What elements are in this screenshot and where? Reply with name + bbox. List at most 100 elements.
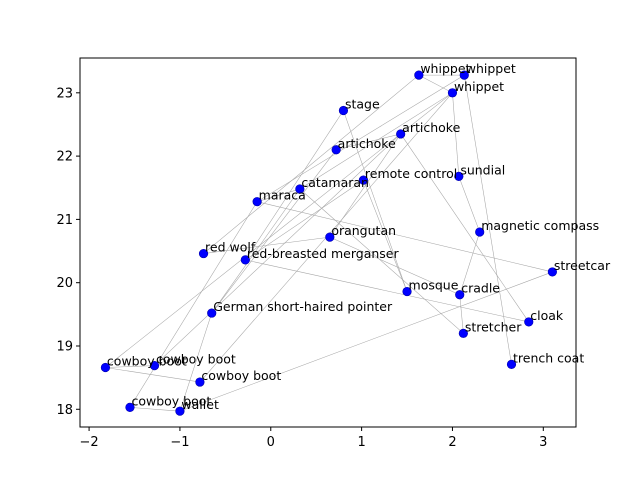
data-point	[198, 248, 209, 259]
point-label: whippet	[420, 61, 470, 76]
edge-line	[400, 133, 529, 323]
x-tick-label: 2	[448, 435, 456, 450]
point-label: mosque	[409, 278, 459, 293]
point-label: whippet	[454, 79, 504, 94]
data-point	[240, 255, 250, 265]
edge-line	[418, 74, 453, 94]
point-label: cowboy boot	[107, 354, 187, 369]
edge-line	[363, 180, 408, 292]
data-point	[547, 267, 557, 277]
edge-line	[154, 133, 401, 366]
point-label: magnetic compass	[481, 218, 599, 233]
edge-line	[329, 236, 460, 295]
data-point	[455, 290, 465, 300]
point-label: orangutan	[331, 223, 396, 238]
edge-line	[329, 133, 401, 238]
point-label: red-breasted merganser	[247, 246, 400, 261]
point-label: cowboy boot	[131, 393, 211, 408]
point-label: stretcher	[465, 319, 522, 334]
data-point	[358, 175, 369, 185]
data-point	[325, 232, 335, 242]
edge-line	[105, 365, 155, 368]
point-label: sundial	[460, 162, 505, 177]
x-tick-label: −1	[170, 435, 189, 450]
point-label: remote control	[365, 166, 457, 181]
point-label: German short-haired pointer	[213, 299, 393, 314]
x-tick-label: 1	[357, 435, 365, 450]
y-axis: 18 19 20 21 22 23	[56, 86, 80, 418]
point-label: trench coat	[513, 350, 584, 365]
edge-line	[245, 179, 364, 261]
data-point	[252, 197, 262, 207]
point-label: maraca	[259, 188, 306, 203]
edges-layer	[105, 74, 553, 412]
y-tick-label: 21	[56, 213, 73, 228]
edge-line	[459, 231, 480, 295]
data-point	[207, 308, 217, 318]
data-point	[175, 406, 185, 416]
point-label: cloak	[530, 308, 564, 323]
edge-line	[129, 407, 180, 412]
edge-line	[105, 92, 453, 368]
data-point	[396, 129, 406, 139]
point-label: catamaran	[301, 175, 369, 190]
edge-line	[245, 259, 529, 323]
x-tick-label: 3	[539, 435, 547, 450]
data-point	[458, 328, 468, 338]
data-point	[447, 88, 458, 98]
data-point	[459, 70, 469, 80]
edge-line	[452, 92, 460, 177]
data-point	[506, 359, 517, 369]
point-label: stage	[345, 97, 380, 112]
point-label: artichoke	[402, 120, 460, 135]
edge-line	[343, 110, 408, 292]
data-point	[338, 105, 349, 116]
edge-line	[105, 367, 200, 383]
edge-line	[179, 271, 553, 412]
edge-line	[459, 294, 464, 334]
edge-line	[299, 188, 464, 334]
edge-line	[458, 176, 480, 233]
edge-line	[203, 236, 330, 254]
y-tick-label: 19	[56, 339, 73, 354]
data-point	[195, 377, 205, 387]
point-labels-layer: whippetwhippetwhippetstageartichokeartic…	[107, 61, 611, 412]
x-tick-label: −2	[79, 435, 98, 450]
data-point	[414, 70, 424, 80]
plot-area-frame	[79, 57, 577, 428]
point-label: streetcar	[554, 258, 611, 273]
points-layer	[100, 70, 557, 416]
edge-line	[256, 74, 465, 202]
data-point	[125, 402, 135, 412]
point-label: cowboy boot	[201, 368, 281, 383]
x-axis: −2 −1 0 1 2 3	[79, 427, 547, 450]
point-label: cowboy boot	[156, 352, 236, 367]
edge-line	[211, 188, 301, 314]
point-label: wallet	[181, 397, 219, 412]
data-point	[454, 171, 464, 181]
y-tick-label: 18	[56, 403, 73, 418]
data-point	[331, 145, 341, 155]
point-label: whippet	[466, 61, 516, 76]
data-point	[402, 286, 412, 297]
edge-line	[129, 201, 258, 408]
x-tick-label: 0	[267, 435, 275, 450]
edge-line	[336, 133, 401, 151]
y-tick-label: 23	[56, 86, 73, 101]
edge-line	[299, 92, 453, 190]
edge-line	[203, 74, 420, 254]
edge-line	[179, 312, 212, 412]
edge-line	[257, 188, 300, 202]
point-label: red wolf	[205, 240, 256, 255]
data-point	[475, 227, 485, 237]
data-point	[100, 362, 111, 373]
edge-line	[463, 75, 512, 365]
data-point	[524, 317, 534, 327]
edge-line	[245, 110, 344, 261]
point-label: artichoke	[338, 136, 396, 151]
edge-line	[257, 201, 553, 273]
data-point	[295, 184, 305, 194]
edge-line	[211, 149, 337, 314]
data-point	[149, 361, 160, 371]
